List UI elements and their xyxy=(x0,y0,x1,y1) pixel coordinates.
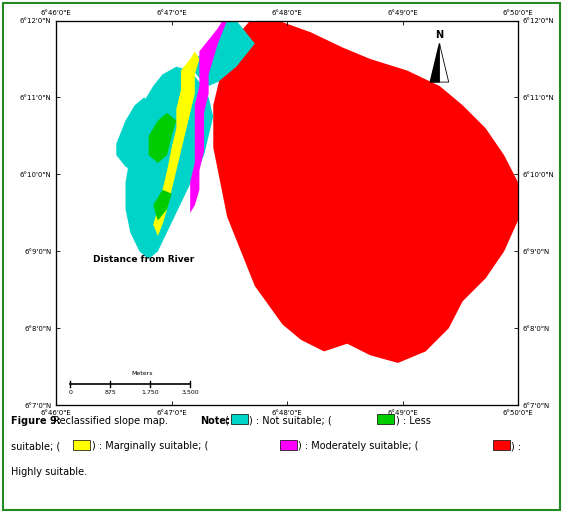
Text: 1,750: 1,750 xyxy=(141,390,159,395)
Text: Highly suitable.: Highly suitable. xyxy=(11,467,87,477)
Polygon shape xyxy=(117,97,158,174)
Text: ) : Not suitable; (: ) : Not suitable; ( xyxy=(249,416,332,425)
Text: ) : Less: ) : Less xyxy=(396,416,431,425)
Text: Reclassified slope map.: Reclassified slope map. xyxy=(50,416,171,425)
Text: Meters: Meters xyxy=(131,371,153,377)
Text: ) : Marginally suitable; (: ) : Marginally suitable; ( xyxy=(92,441,208,451)
Polygon shape xyxy=(126,67,213,259)
Text: ) :: ) : xyxy=(511,441,521,451)
Polygon shape xyxy=(440,44,449,82)
Polygon shape xyxy=(213,21,518,363)
Polygon shape xyxy=(430,44,440,82)
Polygon shape xyxy=(153,51,199,236)
Text: 875: 875 xyxy=(104,390,116,395)
Text: ) : Moderately suitable; (: ) : Moderately suitable; ( xyxy=(298,441,419,451)
Polygon shape xyxy=(190,21,227,213)
Text: Note:: Note: xyxy=(200,416,230,425)
Polygon shape xyxy=(149,113,176,163)
Text: Distance from River: Distance from River xyxy=(93,254,194,264)
Text: 3,500: 3,500 xyxy=(181,390,199,395)
Polygon shape xyxy=(153,190,172,221)
Polygon shape xyxy=(190,21,255,86)
Text: suitable; (: suitable; ( xyxy=(11,441,60,451)
Text: (: ( xyxy=(224,416,228,425)
Text: Figure 9:: Figure 9: xyxy=(11,416,61,425)
Text: N: N xyxy=(435,30,444,40)
Text: 0: 0 xyxy=(68,390,72,395)
